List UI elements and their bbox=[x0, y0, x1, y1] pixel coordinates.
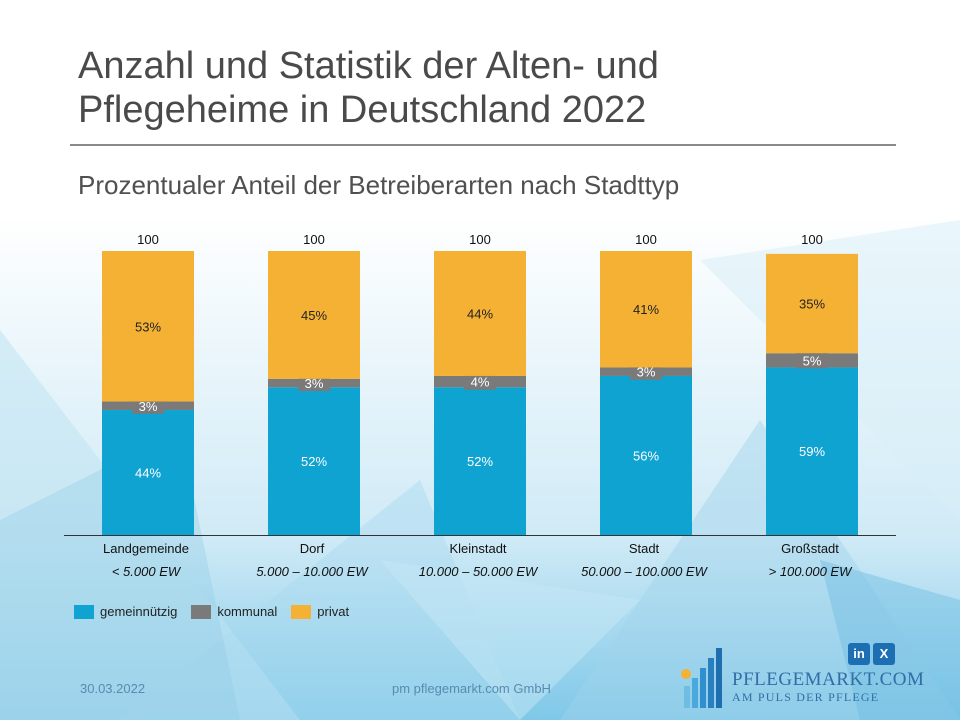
category-sublabel: > 100.000 EW bbox=[769, 564, 853, 579]
legend-swatch-kommunal bbox=[191, 604, 212, 619]
legend-swatch-privat bbox=[291, 604, 312, 619]
bar-gemeinnuetzig bbox=[766, 367, 858, 535]
data-label-gemeinnuetzig: 56% bbox=[633, 448, 659, 463]
linkedin-icon[interactable]: in bbox=[848, 643, 870, 665]
data-label-privat: 35% bbox=[799, 297, 825, 312]
data-label-privat: 53% bbox=[135, 319, 161, 334]
chart-subtitle: Prozentualer Anteil der Betreiberarten n… bbox=[78, 170, 680, 200]
bar-gemeinnuetzig bbox=[102, 410, 194, 535]
legend-label-kommunal: kommunal bbox=[217, 604, 278, 619]
category-label: Stadt bbox=[629, 541, 660, 556]
footer-date: 30.03.2022 bbox=[80, 681, 146, 696]
total-label: 100 bbox=[137, 232, 159, 247]
bar-gemeinnuetzig bbox=[268, 387, 360, 535]
chart-legend: gemeinnützig kommunal privat bbox=[74, 604, 363, 619]
logo-icon bbox=[681, 648, 722, 708]
data-label-privat: 45% bbox=[301, 308, 327, 323]
data-label-kommunal: 5% bbox=[803, 353, 822, 368]
data-label-kommunal: 3% bbox=[139, 399, 158, 414]
category-sublabel: 5.000 – 10.000 EW bbox=[256, 564, 369, 579]
data-label-bg-kommunal bbox=[796, 351, 828, 369]
data-label-kommunal: 4% bbox=[471, 375, 490, 390]
category-label: Großstadt bbox=[781, 541, 839, 556]
bar-privat bbox=[268, 251, 360, 379]
title-line-2: Pflegeheime in Deutschland 2022 bbox=[78, 89, 647, 131]
bar-privat bbox=[434, 251, 526, 376]
category-label: Landgemeinde bbox=[103, 541, 189, 556]
data-label-privat: 44% bbox=[467, 306, 493, 321]
data-label-kommunal: 3% bbox=[305, 376, 324, 391]
data-label-gemeinnuetzig: 52% bbox=[467, 454, 493, 469]
bar-gemeinnuetzig bbox=[600, 375, 692, 535]
category-sublabel: 50.000 – 100.000 EW bbox=[581, 564, 708, 579]
total-label: 100 bbox=[469, 232, 491, 247]
logo-name: PFLEGEMARKT.COM bbox=[732, 669, 925, 690]
logo-tagline: AM PULS DER PFLEGE bbox=[732, 690, 880, 704]
bar-privat bbox=[102, 251, 194, 402]
bar-privat bbox=[766, 253, 858, 354]
total-label: 100 bbox=[303, 232, 325, 247]
legend-swatch-gemeinnuetzig bbox=[74, 604, 94, 619]
bar-privat bbox=[600, 251, 692, 368]
data-label-gemeinnuetzig: 59% bbox=[799, 444, 825, 459]
data-label-gemeinnuetzig: 52% bbox=[301, 454, 327, 469]
total-label: 100 bbox=[801, 232, 823, 247]
data-label-bg-kommunal bbox=[464, 372, 496, 390]
data-label-privat: 41% bbox=[633, 302, 659, 317]
total-label: 100 bbox=[635, 232, 657, 247]
category-label: Dorf bbox=[300, 541, 325, 556]
title-line-1: Anzahl und Statistik der Alten- und bbox=[78, 45, 659, 87]
legend-label-gemeinnuetzig: gemeinnützig bbox=[100, 604, 178, 619]
data-label-gemeinnuetzig: 44% bbox=[135, 466, 161, 481]
xing-icon[interactable]: X bbox=[873, 643, 895, 665]
bar-gemeinnuetzig bbox=[434, 387, 526, 535]
category-label: Kleinstadt bbox=[449, 541, 506, 556]
legend-item-privat: privat bbox=[291, 604, 349, 619]
legend-item-gemeinnuetzig: gemeinnützig bbox=[74, 604, 177, 619]
legend-item-kommunal: kommunal bbox=[191, 604, 277, 619]
footer-company: pm pflegemarkt.com GmbH bbox=[392, 681, 551, 696]
legend-label-privat: privat bbox=[317, 604, 350, 619]
category-sublabel: 10.000 – 50.000 EW bbox=[419, 564, 539, 579]
data-label-kommunal: 3% bbox=[637, 365, 656, 380]
title-divider bbox=[70, 144, 896, 146]
category-sublabel: < 5.000 EW bbox=[112, 564, 182, 579]
page-title: Anzahl und Statistik der Alten- und Pfle… bbox=[78, 44, 898, 132]
